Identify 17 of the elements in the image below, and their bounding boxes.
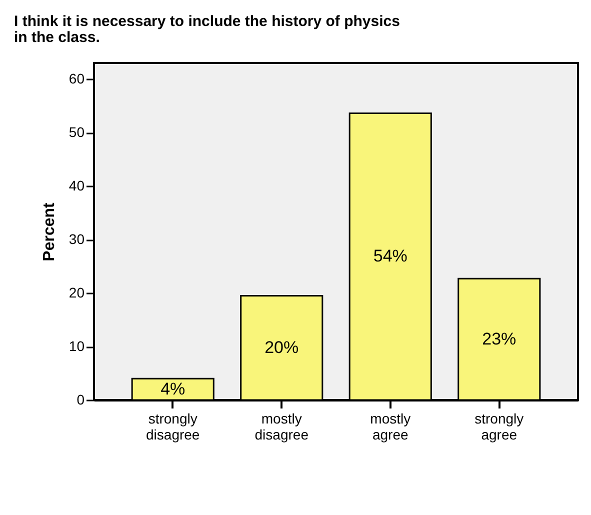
y-axis-title: Percent [40, 202, 58, 262]
y-tick-label: 10 [68, 338, 85, 354]
x-tick-label: mostly disagree [254, 410, 309, 442]
x-tick-label: strongly agree [474, 410, 524, 442]
y-tick-label: 20 [68, 284, 85, 301]
x-tick-label: strongly disagree [146, 410, 200, 442]
y-tick-label: 0 [76, 392, 85, 408]
chart-title: I think it is necessary to include the history of physics in the class. [14, 13, 400, 46]
data-label: 4% [160, 379, 186, 398]
y-tick-label: 30 [68, 231, 85, 248]
data-label: 20% [264, 338, 299, 357]
y-tick-label: 40 [68, 178, 85, 194]
data-label: 23% [482, 329, 516, 348]
y-tick-label: 50 [68, 124, 85, 140]
y-tick-label: 60 [68, 70, 85, 87]
data-label: 54% [373, 246, 408, 266]
x-tick-label: mostly agree [370, 410, 411, 442]
